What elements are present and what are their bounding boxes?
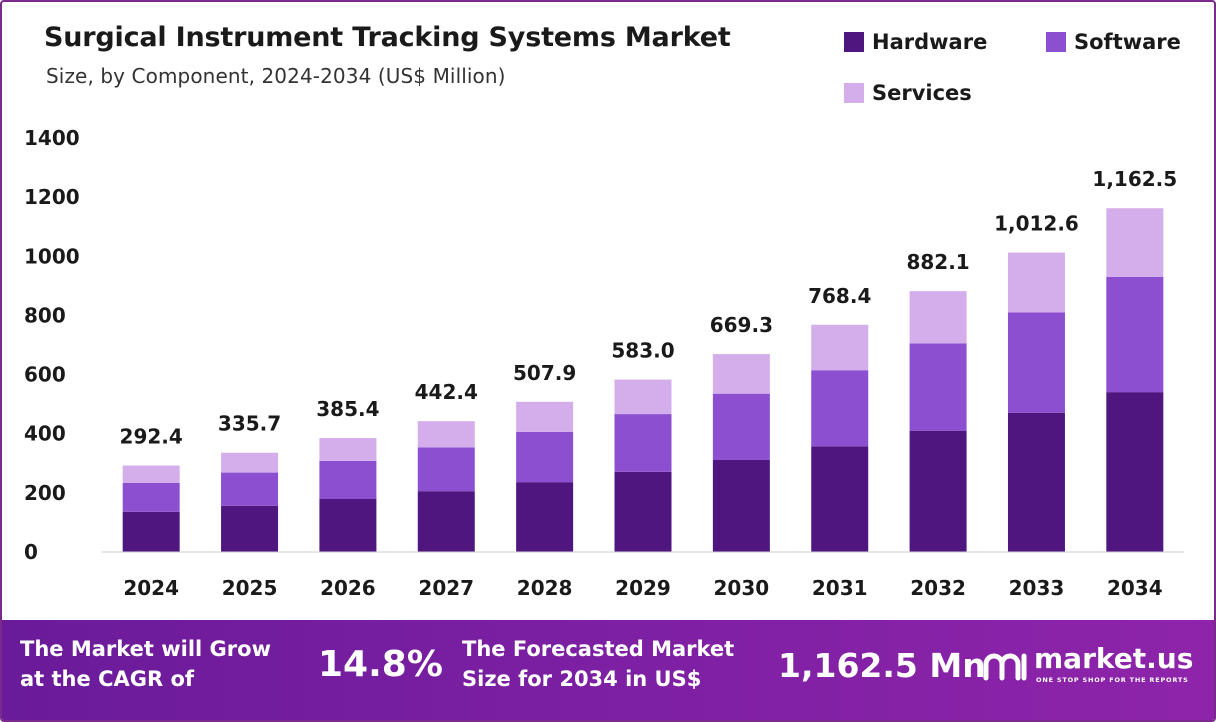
x-tick-label: 2027 <box>418 576 474 600</box>
x-tick-label: 2029 <box>615 576 671 600</box>
y-tick-label: 200 <box>24 481 66 505</box>
forecast-value: 1,162.5 Mn <box>778 646 986 685</box>
bar-segment-services <box>712 354 770 394</box>
bar-segment-hardware <box>516 482 574 552</box>
bar-segment-hardware <box>811 446 869 552</box>
total-value-label: 507.9 <box>513 361 576 385</box>
bar-segment-software <box>1007 312 1065 413</box>
bar-group <box>122 208 1164 552</box>
bar-segment-software <box>909 343 967 431</box>
legend-item-services: Services <box>844 81 972 105</box>
bar-segment-services <box>516 401 574 432</box>
bar-segment-services <box>417 421 475 448</box>
total-value-label: 1,162.5 <box>1092 167 1177 191</box>
total-value-label: 669.3 <box>710 313 773 337</box>
bar-segment-hardware <box>1106 392 1164 552</box>
x-tick-label: 2033 <box>1009 576 1065 600</box>
bar-segment-services <box>1007 252 1065 313</box>
bar-segment-hardware <box>1007 412 1065 552</box>
market-us-logo-icon <box>983 653 1027 681</box>
legend-swatch-hardware <box>844 32 864 52</box>
x-tick-label: 2031 <box>812 576 868 600</box>
y-tick-label: 1200 <box>24 185 80 209</box>
total-value-label: 1,012.6 <box>994 212 1079 236</box>
cagr-value: 14.8% <box>318 644 443 685</box>
bar-segment-hardware <box>319 499 377 552</box>
chart-subtitle: Size, by Component, 2024-2034 (US$ Milli… <box>46 64 506 88</box>
legend-label-services: Services <box>872 81 972 105</box>
bar-segment-hardware <box>221 505 279 552</box>
total-value-label: 882.1 <box>906 250 969 274</box>
cagr-text: The Market will Grow at the CAGR of <box>20 637 271 691</box>
bar-segment-software <box>516 431 574 483</box>
bar-segment-services <box>614 379 672 415</box>
total-value-label: 385.4 <box>316 397 379 421</box>
bar-segment-hardware <box>712 459 770 552</box>
total-value-label: 768.4 <box>808 284 871 308</box>
chart-title: Surgical Instrument Tracking Systems Mar… <box>44 22 731 53</box>
bar-segment-services <box>811 324 869 371</box>
forecast-text: The Forecasted Market Size for 2034 in U… <box>462 637 735 691</box>
bar-segment-software <box>712 393 770 460</box>
bar-segment-hardware <box>909 430 967 552</box>
x-tick-label: 2034 <box>1107 576 1163 600</box>
x-tick-label: 2025 <box>222 576 278 600</box>
bar-segment-services <box>319 438 377 461</box>
x-tick-label: 2026 <box>320 576 376 600</box>
brand-name: market.us <box>1034 642 1194 675</box>
total-value-label: 292.4 <box>120 425 183 449</box>
bar-segment-hardware <box>417 491 475 552</box>
legend-swatch-software <box>1046 32 1066 52</box>
y-axis-ticks: 0 200 400 600 800 1000 1200 1400 <box>24 126 80 564</box>
x-tick-label: 2030 <box>714 576 770 600</box>
bar-segment-hardware <box>614 471 672 552</box>
bar-segment-software <box>1106 276 1164 393</box>
y-tick-label: 0 <box>24 540 38 564</box>
bar-segment-services <box>1106 208 1164 277</box>
y-tick-label: 1400 <box>24 126 80 150</box>
total-value-label: 442.4 <box>415 380 478 404</box>
x-tick-label: 2024 <box>123 576 179 600</box>
bar-segment-hardware <box>122 511 180 552</box>
legend-swatch-services <box>844 83 864 103</box>
y-tick-label: 600 <box>24 363 66 387</box>
bar-segment-services <box>909 291 967 344</box>
legend-label-software: Software <box>1074 30 1181 54</box>
x-tick-label: 2028 <box>517 576 573 600</box>
legend-label-hardware: Hardware <box>872 30 988 54</box>
bar-segment-software <box>221 472 279 506</box>
y-tick-label: 400 <box>24 422 66 446</box>
bar-segment-software <box>319 460 377 500</box>
bar-segment-software <box>417 447 475 492</box>
y-tick-label: 1000 <box>24 244 80 268</box>
total-value-label: 335.7 <box>218 412 281 436</box>
bar-segment-software <box>614 414 672 472</box>
x-tick-label: 2032 <box>910 576 966 600</box>
bar-segment-services <box>221 452 279 473</box>
bar-segment-services <box>122 465 180 483</box>
y-tick-label: 800 <box>24 303 66 327</box>
footer-banner: The Market will Grow at the CAGR of 14.8… <box>2 620 1214 720</box>
x-axis-labels: 2024 2025 2026 2027 2028 2029 2030 2031 2032 2033… <box>123 576 1162 600</box>
bar-segment-software <box>811 370 869 447</box>
total-value-label: 583.0 <box>611 339 674 363</box>
bar-segment-software <box>122 482 180 512</box>
total-labels: 292.4 335.7 385.4 442.4 507.9 583.0 669.3 768.4… <box>120 167 1178 448</box>
legend-item-software: Software <box>1046 30 1181 54</box>
brand-tagline: ONE STOP SHOP FOR THE REPORTS <box>1036 676 1189 684</box>
legend-item-hardware: Hardware <box>844 30 987 54</box>
